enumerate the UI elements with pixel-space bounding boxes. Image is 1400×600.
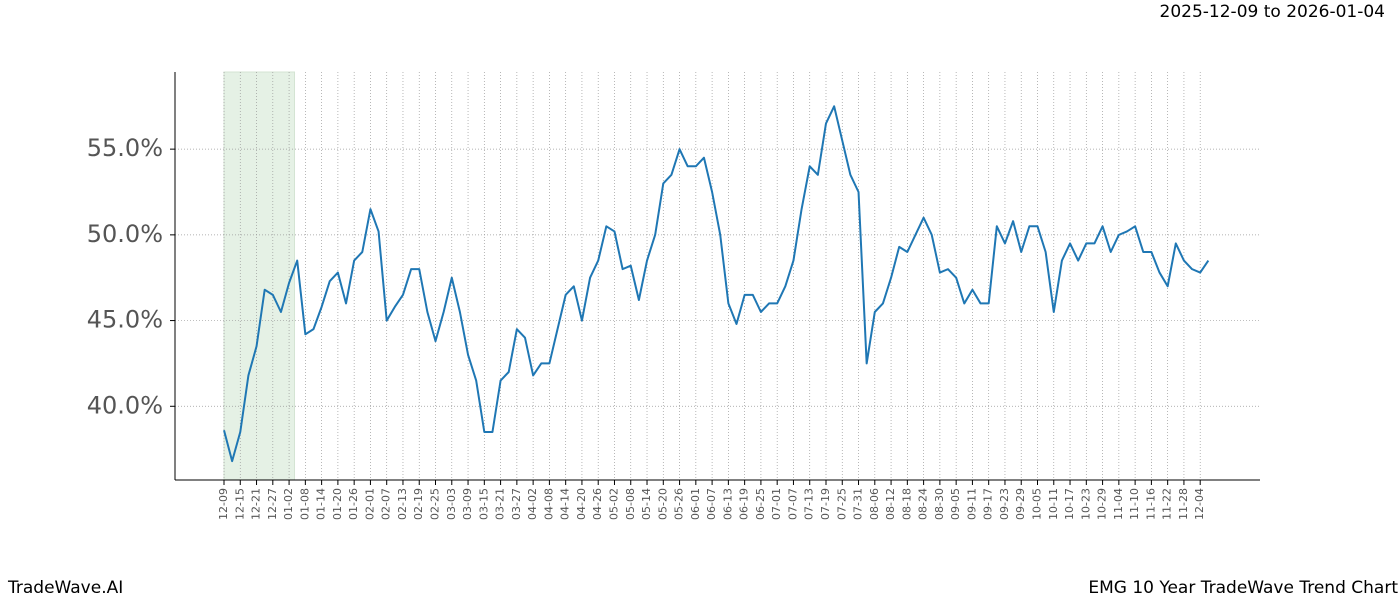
x-tick-label: 08-12 xyxy=(884,488,897,520)
x-tick-label: 06-19 xyxy=(738,488,751,520)
x-tick-label: 08-24 xyxy=(917,488,930,520)
x-tick-label: 10-29 xyxy=(1096,488,1109,520)
y-tick-label: 40.0% xyxy=(87,391,163,419)
x-tick-label: 10-11 xyxy=(1047,488,1060,520)
data-line xyxy=(223,105,1210,463)
highlight-band xyxy=(223,71,296,481)
x-tick-label: 09-05 xyxy=(949,488,962,520)
x-tick-label: 02-01 xyxy=(363,488,376,520)
x-tick-label: 12-21 xyxy=(250,488,263,520)
x-tick-label: 11-22 xyxy=(1161,488,1174,520)
x-tick-label: 05-14 xyxy=(640,488,653,520)
x-tick-label: 06-01 xyxy=(689,488,702,520)
x-tick-label: 02-25 xyxy=(429,488,442,520)
y-tick-label: 55.0% xyxy=(87,134,163,162)
x-tick-label: 01-20 xyxy=(331,488,344,520)
x-tick-label: 11-28 xyxy=(1177,488,1190,520)
x-tick-label: 07-13 xyxy=(803,488,816,520)
x-tick-label: 07-01 xyxy=(770,488,783,520)
x-tick-label: 03-09 xyxy=(461,488,474,520)
x-tick-label: 07-19 xyxy=(819,488,832,520)
chart-title: EMG 10 Year TradeWave Trend Chart xyxy=(1088,578,1398,598)
x-tick-label: 01-14 xyxy=(315,488,328,520)
x-tick-label: 12-27 xyxy=(266,488,279,520)
x-tick-label: 09-23 xyxy=(998,488,1011,520)
y-tick-label: 50.0% xyxy=(87,220,163,248)
x-tick-label: 09-17 xyxy=(982,488,995,520)
x-tick-label: 11-10 xyxy=(1128,488,1141,520)
x-tick-label: 08-30 xyxy=(933,488,946,520)
x-tick-label: 12-15 xyxy=(233,488,246,520)
x-tick-label: 08-18 xyxy=(900,488,913,520)
x-tick-label: 08-06 xyxy=(868,488,881,520)
x-tick-label: 12-04 xyxy=(1193,488,1206,520)
x-tick-label: 05-02 xyxy=(607,488,620,520)
brand: TradeWave.AI xyxy=(7,578,123,598)
x-tick-label: 10-17 xyxy=(1063,488,1076,520)
x-tick-label: 09-11 xyxy=(965,488,978,520)
x-tick-label: 02-19 xyxy=(412,488,425,520)
x-tick-label: 03-21 xyxy=(494,488,507,520)
x-tick-label: 06-07 xyxy=(705,488,718,520)
x-tick-label: 01-02 xyxy=(282,488,295,520)
x-tick-label: 07-31 xyxy=(852,488,865,520)
x-tick-label: 05-20 xyxy=(656,488,669,520)
x-tick-label: 11-04 xyxy=(1112,488,1125,520)
x-tick-label: 02-13 xyxy=(396,488,409,520)
date-range: 2025-12-09 to 2026-01-04 xyxy=(1160,2,1385,22)
x-tick-label: 10-05 xyxy=(1031,488,1044,520)
x-tick-label: 12-09 xyxy=(217,488,230,520)
x-tick-label: 04-20 xyxy=(575,488,588,520)
x-tick-label: 01-08 xyxy=(298,488,311,520)
x-tick-label: 01-26 xyxy=(347,488,360,520)
x-tick-label: 04-02 xyxy=(526,488,539,520)
x-tick-label: 02-07 xyxy=(380,488,393,520)
x-tick-label: 03-27 xyxy=(510,488,523,520)
x-tick-label: 04-14 xyxy=(559,488,572,520)
x-tick-label: 06-13 xyxy=(721,488,734,520)
x-tick-label: 03-15 xyxy=(477,488,490,520)
x-tick-label: 03-03 xyxy=(445,488,458,520)
y-tick-label: 45.0% xyxy=(87,306,163,334)
x-tick-label: 05-26 xyxy=(673,488,686,520)
x-tick-label: 07-07 xyxy=(786,488,799,520)
x-tick-label: 09-29 xyxy=(1014,488,1027,520)
x-tick-label: 06-25 xyxy=(754,488,767,520)
x-tick-label: 07-25 xyxy=(835,488,848,520)
x-tick-label: 04-08 xyxy=(542,488,555,520)
x-tick-label: 11-16 xyxy=(1144,488,1157,520)
x-tick-label: 05-08 xyxy=(624,488,637,520)
x-tick-label: 10-23 xyxy=(1079,488,1092,520)
plot-area: 40.0% 45.0% 50.0% 55.0% 12-09 12-15 12-21 12-27… xyxy=(87,71,1260,520)
x-tick-label: 04-26 xyxy=(591,488,604,520)
